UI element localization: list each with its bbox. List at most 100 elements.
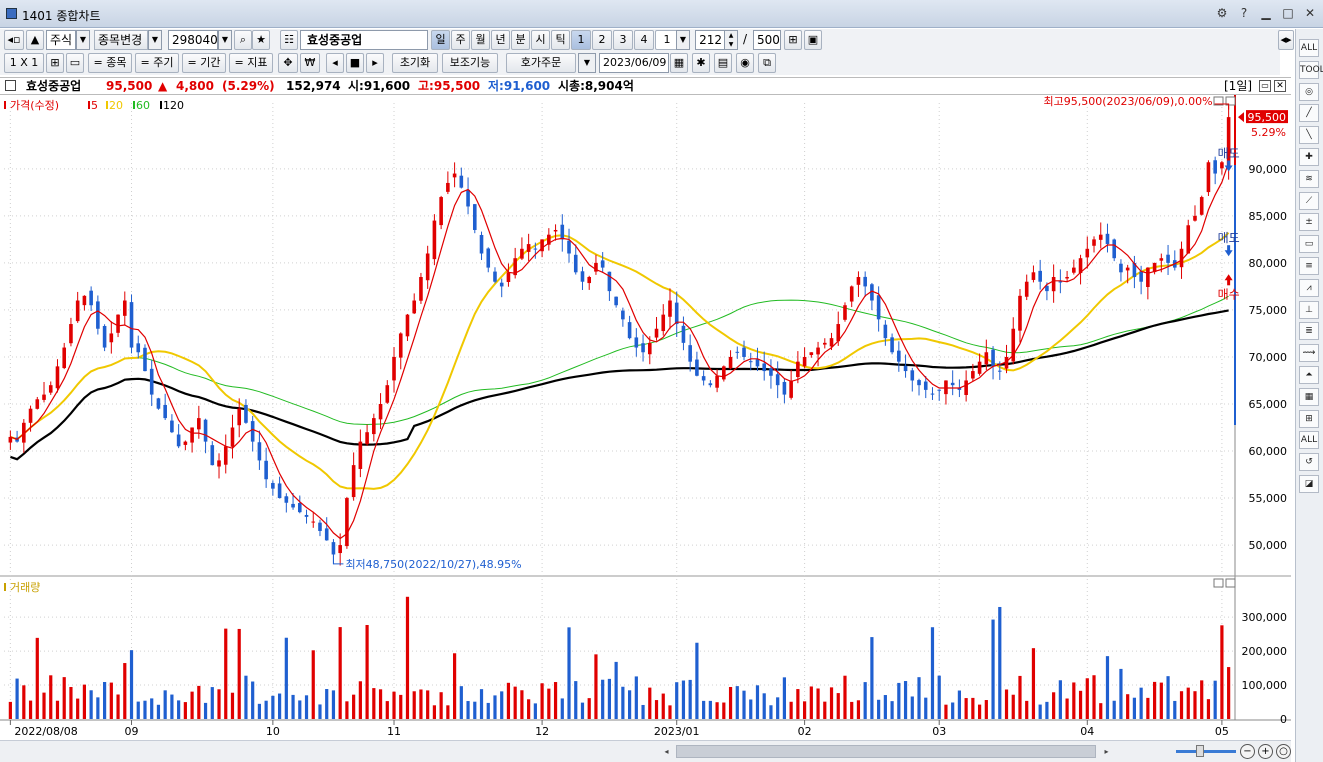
close-icon[interactable]: ✕ bbox=[1304, 6, 1316, 20]
order-button[interactable]: 호가주문 bbox=[506, 53, 576, 73]
minimize-icon[interactable]: ▁ bbox=[1261, 6, 1271, 20]
volume-bar bbox=[1025, 700, 1029, 719]
draw-tool-icon-4[interactable]: ╲ bbox=[1299, 126, 1319, 145]
scroll-left-icon[interactable]: ◂ bbox=[664, 747, 669, 756]
help-icon[interactable]: ? bbox=[1240, 6, 1248, 20]
draw-tool-icon-9[interactable]: ▭ bbox=[1299, 235, 1319, 254]
draw-tool-icon-18[interactable]: ALL bbox=[1299, 431, 1319, 450]
date-input[interactable]: 2023/06/09 bbox=[599, 53, 669, 73]
order-dropdown-icon[interactable]: ▼ bbox=[578, 53, 596, 73]
zoom-in-icon[interactable]: + bbox=[1258, 744, 1273, 759]
interval-button-2[interactable]: 3 bbox=[613, 30, 633, 50]
star-icon[interactable]: ★ bbox=[252, 30, 270, 50]
draw-tool-icon-20[interactable]: ◪ bbox=[1299, 475, 1319, 493]
draw-tool-icon-17[interactable]: ⊞ bbox=[1299, 409, 1319, 428]
total-count[interactable]: 500 bbox=[753, 30, 781, 50]
new-window-icon[interactable]: ⧉ bbox=[758, 53, 776, 73]
next-icon[interactable]: ▸ bbox=[366, 53, 384, 73]
num-dropdown-icon[interactable]: ▼ bbox=[676, 30, 690, 50]
close-chart-icon[interactable]: ✕ bbox=[1274, 80, 1286, 92]
period-tab-1[interactable]: 주 bbox=[451, 30, 470, 50]
add-window-icon[interactable]: ⊞ bbox=[784, 30, 802, 50]
period-tab-2[interactable]: 월 bbox=[471, 30, 490, 50]
volume-bar bbox=[708, 700, 712, 719]
link-button[interactable]: ◂▫ bbox=[4, 30, 24, 50]
currency-icon[interactable]: ₩ bbox=[300, 53, 320, 73]
scroll-thumb[interactable] bbox=[676, 745, 1096, 758]
interval-button-1[interactable]: 2 bbox=[592, 30, 612, 50]
chart-scrollbar[interactable]: ◂ ▸ − + ○ bbox=[0, 740, 1291, 762]
aux-function-button[interactable]: 보조기능 bbox=[442, 53, 498, 73]
chart-area[interactable]: 90,000 85,000 80,000 75,000 70,000 65,000 60,0… bbox=[0, 95, 1291, 740]
draw-tool-icon-0[interactable]: ALL bbox=[1299, 39, 1319, 57]
zoom-slider-handle[interactable] bbox=[1196, 745, 1204, 757]
stop-icon[interactable]: ■ bbox=[346, 53, 364, 73]
chart-image-icon[interactable]: ▤ bbox=[714, 53, 732, 73]
code-dropdown-icon[interactable]: ▼ bbox=[218, 30, 232, 50]
candle-body bbox=[69, 324, 73, 344]
draw-tool-icon-1[interactable]: TOOL bbox=[1299, 60, 1323, 79]
draw-tool-icon-7[interactable]: ⟋ bbox=[1299, 191, 1319, 210]
change-code-button[interactable]: 종목변경 bbox=[94, 30, 148, 50]
interval-button-3[interactable]: 4 bbox=[634, 30, 654, 50]
gear-icon[interactable]: ✱ bbox=[692, 53, 710, 73]
count-stepper-icon[interactable]: ▲ ▼ bbox=[724, 30, 738, 50]
restore-icon[interactable]: ▭ bbox=[1259, 80, 1271, 92]
calendar-icon[interactable]: ▦ bbox=[670, 53, 688, 73]
reset-button[interactable]: 초기화 bbox=[392, 53, 438, 73]
toolbar-item-2[interactable]: = 기간 bbox=[182, 53, 226, 73]
count-input[interactable]: 212 bbox=[695, 30, 725, 50]
period-tab-6[interactable]: 틱 bbox=[551, 30, 570, 50]
candle-body bbox=[520, 248, 524, 259]
up-button[interactable]: ▲ bbox=[26, 30, 44, 50]
layout-1x1-icon[interactable]: ▭ bbox=[66, 53, 84, 73]
move-icon[interactable]: ✥ bbox=[278, 53, 298, 73]
candle-body bbox=[372, 418, 376, 435]
draw-tool-icon-11[interactable]: ⩘ bbox=[1299, 278, 1319, 297]
toolbar-item-1[interactable]: = 주기 bbox=[135, 53, 179, 73]
maximize-icon[interactable]: □ bbox=[1282, 6, 1294, 20]
search-icon[interactable]: ⌕ bbox=[234, 30, 252, 50]
volume-bar bbox=[1193, 691, 1197, 719]
layout-button[interactable]: 1 X 1 bbox=[4, 53, 44, 73]
candle-body bbox=[600, 260, 605, 268]
draw-tool-icon-6[interactable]: ≋ bbox=[1299, 169, 1319, 188]
collapse-panel-button[interactable]: ◂▸ bbox=[1278, 30, 1294, 50]
stock-list-icon[interactable]: ☷ bbox=[280, 30, 298, 50]
draw-tool-icon-15[interactable]: ⏶ bbox=[1299, 366, 1319, 384]
change-code-dropdown-icon[interactable]: ▼ bbox=[148, 30, 162, 50]
scroll-right-icon[interactable]: ▸ bbox=[1104, 747, 1109, 756]
zoom-reset-icon[interactable]: ○ bbox=[1276, 744, 1291, 759]
draw-tool-icon-10[interactable]: ≡ bbox=[1299, 257, 1319, 275]
code-input[interactable]: 298040 bbox=[168, 30, 218, 50]
draw-tool-icon-19[interactable]: ↺ bbox=[1299, 453, 1319, 472]
globe-icon[interactable]: ◉ bbox=[736, 53, 754, 73]
toolbar-item-0[interactable]: = 종목 bbox=[88, 53, 132, 73]
toolbar-item-3[interactable]: = 지표 bbox=[229, 53, 273, 73]
draw-tool-icon-8[interactable]: ± bbox=[1299, 213, 1319, 232]
candle-body bbox=[903, 365, 908, 372]
zoom-out-icon[interactable]: − bbox=[1240, 744, 1255, 759]
prev-icon[interactable]: ◂ bbox=[326, 53, 344, 73]
period-tab-5[interactable]: 시 bbox=[531, 30, 550, 50]
draw-tool-icon-14[interactable]: ⟿ bbox=[1299, 344, 1319, 363]
grid-icon[interactable]: ⊞ bbox=[46, 53, 64, 73]
period-tab-4[interactable]: 분 bbox=[511, 30, 530, 50]
draw-tool-icon-13[interactable]: ≣ bbox=[1299, 322, 1319, 341]
period-tab-3[interactable]: 년 bbox=[491, 30, 510, 50]
draw-tool-icon-2[interactable]: ◎ bbox=[1299, 82, 1319, 101]
candle-body bbox=[297, 503, 302, 513]
save-icon[interactable]: ▣ bbox=[804, 30, 822, 50]
draw-tool-icon-5[interactable]: ✚ bbox=[1299, 148, 1319, 166]
zoom-slider[interactable] bbox=[1176, 750, 1236, 753]
volume-bar bbox=[102, 681, 107, 719]
checkbox[interactable] bbox=[5, 80, 16, 91]
settings-icon[interactable]: ⚙ bbox=[1216, 6, 1228, 20]
interval-button-0[interactable]: 1 bbox=[571, 30, 591, 50]
period-tab-0[interactable]: 일 bbox=[431, 30, 450, 50]
market-dropdown-icon[interactable]: ▼ bbox=[76, 30, 90, 50]
draw-tool-icon-12[interactable]: ⊥ bbox=[1299, 300, 1319, 319]
market-select[interactable]: 주식 bbox=[46, 30, 76, 50]
draw-tool-icon-3[interactable]: ╱ bbox=[1299, 104, 1319, 123]
draw-tool-icon-16[interactable]: ▦ bbox=[1299, 387, 1319, 406]
